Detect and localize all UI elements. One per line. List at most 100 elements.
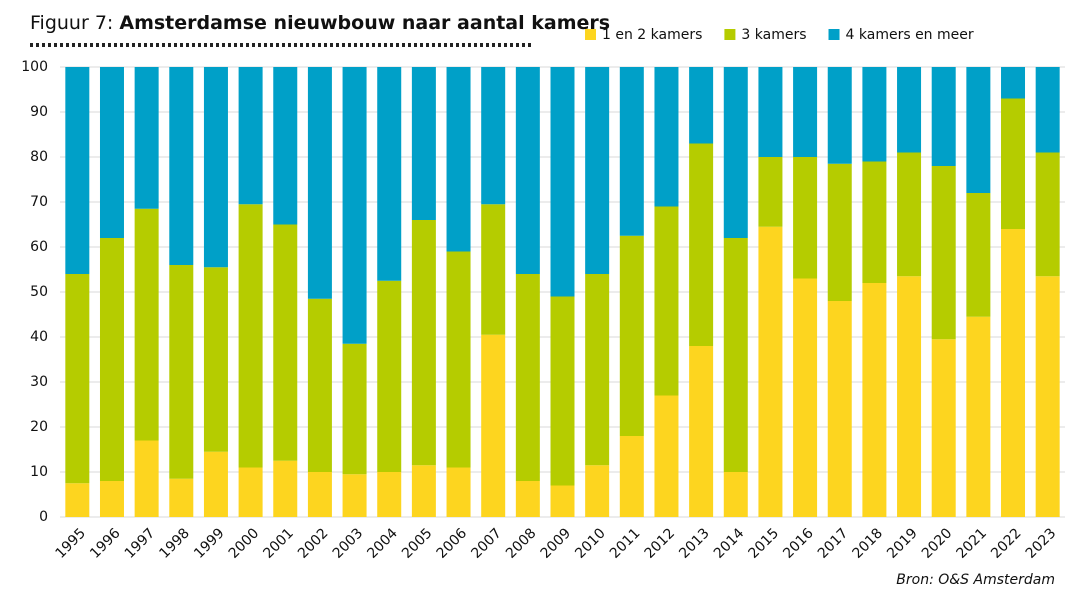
bar-segment: [238, 467, 263, 517]
bar-segment: [723, 238, 748, 472]
bar-segment: [827, 301, 852, 517]
bar-segment: [654, 395, 679, 517]
bar-segment: [758, 226, 783, 517]
bar-segment: [134, 67, 159, 209]
y-tick-label: 90: [30, 104, 48, 120]
x-tick-label: 2020: [919, 525, 956, 562]
bar-segment: [619, 67, 644, 236]
x-tick-label: 2011: [607, 525, 644, 562]
bar-segment: [169, 478, 194, 517]
bar-segment: [99, 238, 124, 481]
bar-segment: [411, 465, 436, 517]
y-tick-label: 40: [30, 329, 48, 345]
bar-segment: [550, 296, 575, 486]
y-tick-label: 100: [21, 59, 48, 75]
chart-title: Figuur 7: Amsterdamse nieuwbouw naar aan…: [30, 12, 610, 34]
bar-segment: [793, 67, 818, 157]
bar-segment: [689, 143, 714, 346]
bar-segment: [897, 67, 922, 153]
bar-segment: [654, 206, 679, 396]
bar-segment: [342, 474, 367, 517]
bar-segment: [793, 157, 818, 279]
x-tick-label: 2001: [260, 525, 297, 562]
y-tick-label: 60: [30, 239, 48, 255]
bar-segment: [99, 67, 124, 238]
bar-segment: [273, 67, 298, 225]
bar-segment: [619, 436, 644, 517]
bar-segment: [238, 204, 263, 468]
y-tick-label: 80: [30, 149, 48, 165]
bar-segment: [307, 67, 332, 299]
y-tick-label: 0: [39, 509, 48, 525]
x-tick-label: 2000: [226, 525, 263, 562]
bar-segment: [689, 346, 714, 517]
bar-segment: [931, 339, 956, 517]
legend-swatch: [585, 29, 596, 40]
bar-segment: [481, 67, 506, 205]
x-tick-label: 2018: [850, 525, 887, 562]
bar-segment: [758, 67, 783, 157]
y-tick-label: 10: [30, 464, 48, 480]
bar-segment: [1001, 229, 1026, 517]
bar-segment: [377, 280, 402, 472]
bar-segment: [273, 460, 298, 517]
bar-segment: [65, 67, 90, 274]
x-tick-label: 2021: [954, 525, 991, 562]
legend-label: 3 kamers: [741, 27, 806, 43]
bar-segment: [134, 440, 159, 517]
x-tick-label: 2009: [538, 525, 575, 562]
legend-swatch: [828, 29, 840, 40]
x-tick-label: 2016: [780, 525, 817, 562]
bar-segment: [585, 67, 610, 274]
bar-segment: [377, 472, 402, 517]
legend-swatch: [724, 29, 736, 40]
bar-segment: [99, 481, 124, 517]
y-tick-label: 20: [30, 419, 48, 435]
bar-segment: [238, 67, 263, 205]
x-tick-label: 2014: [711, 525, 748, 562]
bar-segment: [307, 298, 332, 472]
bar-segment: [1001, 67, 1026, 99]
bar-segment: [966, 67, 991, 193]
x-tick-label: 1995: [52, 525, 89, 562]
x-tick-label: 2022: [988, 525, 1025, 562]
bar-segment: [411, 67, 436, 220]
bar-segment: [862, 283, 887, 517]
bar-segment: [481, 334, 506, 517]
bar-segment: [446, 251, 471, 468]
bar-segment: [862, 67, 887, 162]
bar-segment: [827, 67, 852, 164]
x-tick-label: 2019: [884, 525, 921, 562]
legend-label: 1 en 2 kamers: [602, 27, 702, 43]
bar-segment: [1001, 98, 1026, 229]
title-prefix: Figuur 7:: [30, 12, 113, 34]
x-tick-label: 2010: [572, 525, 609, 562]
x-tick-label: 1999: [191, 525, 228, 562]
bar-segment: [203, 267, 228, 452]
bar-segment: [65, 483, 90, 517]
bar-segment: [307, 472, 332, 517]
bar-segment: [377, 67, 402, 281]
x-tick-label: 2023: [1023, 525, 1060, 562]
bar-segment: [515, 274, 540, 481]
bar-segment: [689, 67, 714, 144]
title-main: Amsterdamse nieuwbouw naar aantal kamers: [119, 12, 610, 34]
bar-segment: [1035, 152, 1060, 277]
bar-segment: [446, 467, 471, 517]
bar-segment: [723, 472, 748, 517]
bar-segment: [342, 67, 367, 344]
bar-segment: [446, 67, 471, 252]
bar-segment: [793, 278, 818, 517]
x-tick-label: 2013: [676, 525, 713, 562]
x-tick-label: 2003: [330, 525, 367, 562]
x-tick-label: 2002: [295, 525, 332, 562]
x-tick-label: 2015: [746, 525, 783, 562]
bar-segment: [619, 235, 644, 436]
x-tick-label: 2006: [434, 525, 471, 562]
x-tick-label: 2012: [642, 525, 679, 562]
bar-segment: [1035, 276, 1060, 517]
bar-segment: [169, 265, 194, 479]
bar-segment: [169, 67, 194, 265]
bar-segment: [550, 485, 575, 517]
